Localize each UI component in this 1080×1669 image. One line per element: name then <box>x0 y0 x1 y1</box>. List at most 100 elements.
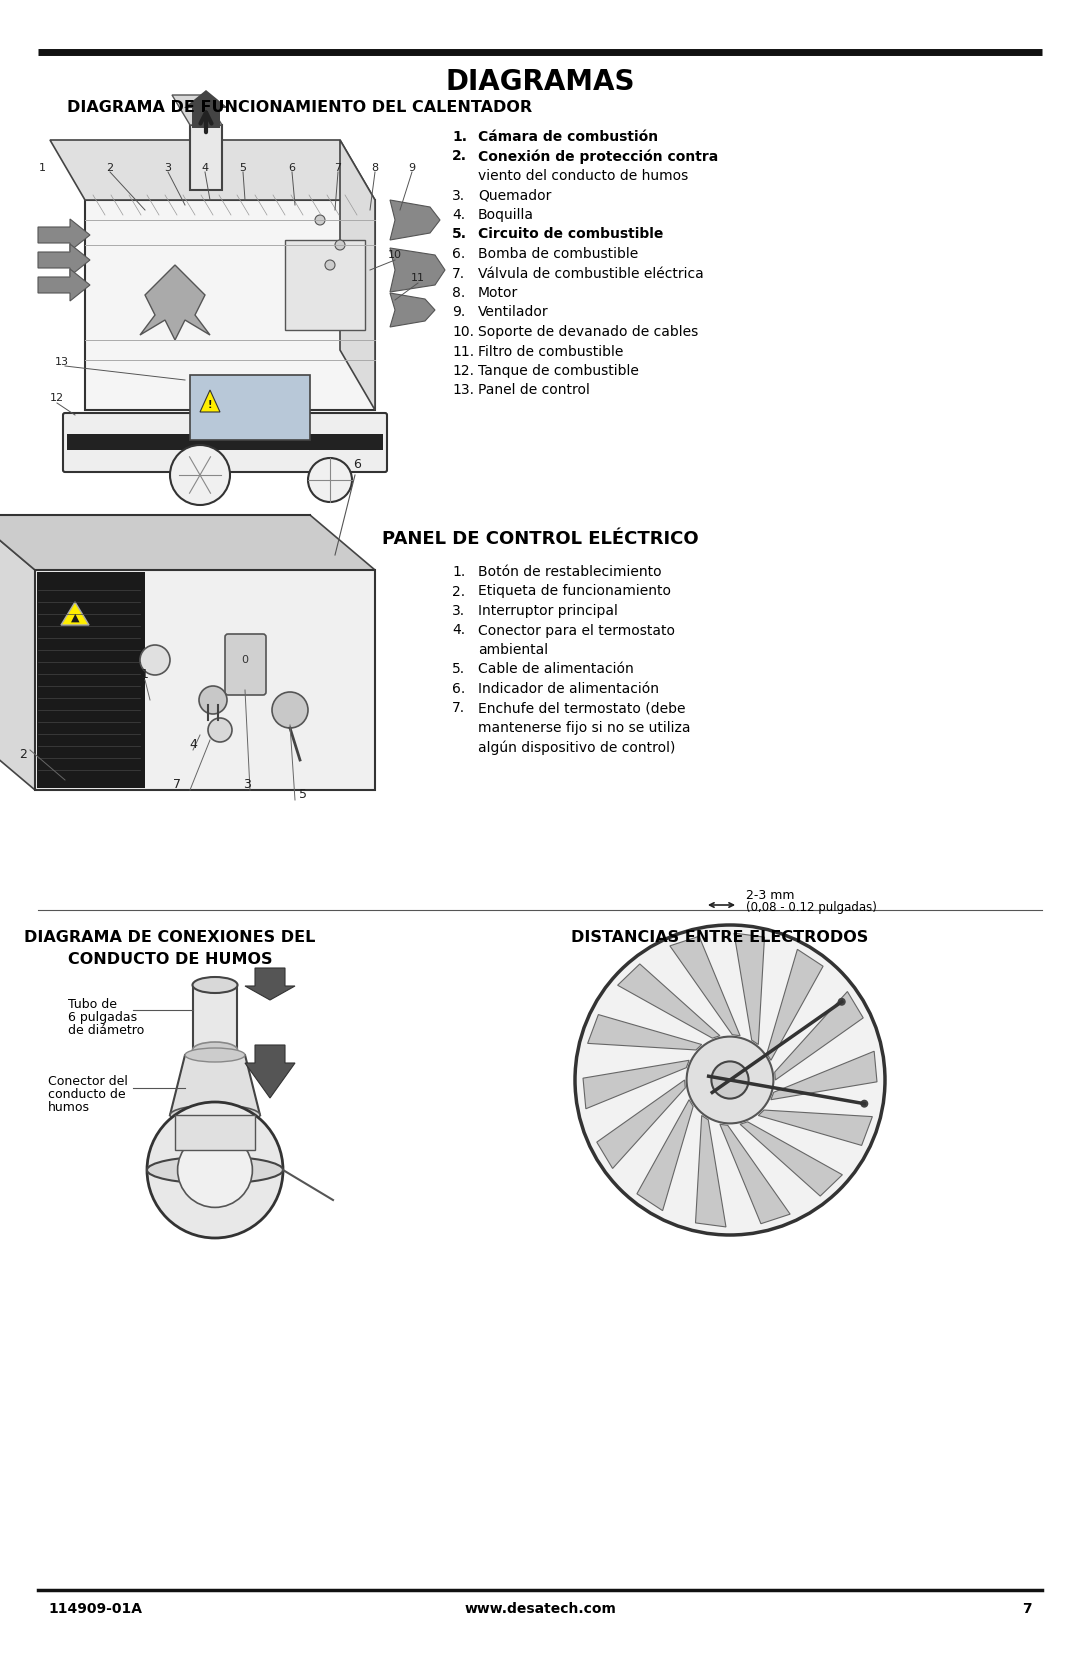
Text: DIAGRAMA DE FUNCIONAMIENTO DEL CALENTADOR: DIAGRAMA DE FUNCIONAMIENTO DEL CALENTADO… <box>67 100 532 115</box>
Polygon shape <box>390 249 445 292</box>
Text: Tanque de combustible: Tanque de combustible <box>478 364 639 377</box>
FancyBboxPatch shape <box>63 412 387 472</box>
Polygon shape <box>170 1055 260 1115</box>
Text: Tubo de: Tubo de <box>68 998 117 1011</box>
Text: viento del conducto de humos: viento del conducto de humos <box>478 169 688 184</box>
Circle shape <box>335 240 345 250</box>
Ellipse shape <box>170 1105 260 1125</box>
Text: 10.: 10. <box>453 325 474 339</box>
Text: de diámetro: de diámetro <box>68 1025 145 1036</box>
Circle shape <box>140 644 170 674</box>
Text: humos: humos <box>48 1102 90 1113</box>
Polygon shape <box>38 269 90 300</box>
Text: 7.: 7. <box>453 701 465 716</box>
FancyBboxPatch shape <box>67 434 383 451</box>
Circle shape <box>861 1100 868 1108</box>
Circle shape <box>315 215 325 225</box>
Polygon shape <box>245 968 295 1000</box>
FancyBboxPatch shape <box>175 1115 255 1150</box>
FancyBboxPatch shape <box>37 572 145 788</box>
Text: 1: 1 <box>141 669 149 681</box>
Text: Etiqueta de funcionamiento: Etiqueta de funcionamiento <box>478 584 671 599</box>
Text: Panel de control: Panel de control <box>478 384 590 397</box>
Text: ambiental: ambiental <box>478 643 549 658</box>
Polygon shape <box>340 140 375 411</box>
Text: 8: 8 <box>372 164 379 174</box>
Text: 6: 6 <box>288 164 296 174</box>
Ellipse shape <box>192 976 238 993</box>
Circle shape <box>272 693 308 728</box>
Text: Conector del: Conector del <box>48 1075 127 1088</box>
FancyBboxPatch shape <box>225 634 266 694</box>
Text: Ventilador: Ventilador <box>478 305 549 319</box>
Text: Indicador de alimentación: Indicador de alimentación <box>478 683 659 696</box>
Text: Conexión de protección contra: Conexión de protección contra <box>478 150 718 164</box>
Text: 9.: 9. <box>453 305 465 319</box>
Text: 7: 7 <box>173 778 181 791</box>
Polygon shape <box>200 391 220 412</box>
Text: mantenerse fijo si no se utiliza: mantenerse fijo si no se utiliza <box>478 721 690 734</box>
Polygon shape <box>696 1115 726 1227</box>
Ellipse shape <box>147 1157 283 1183</box>
Text: DIAGRAMAS: DIAGRAMAS <box>445 68 635 97</box>
Text: 8.: 8. <box>453 285 465 300</box>
Text: algún dispositivo de control): algún dispositivo de control) <box>478 741 675 754</box>
Polygon shape <box>720 1125 791 1223</box>
Polygon shape <box>618 965 720 1038</box>
Text: (0,08 - 0.12 pulgadas): (0,08 - 0.12 pulgadas) <box>746 901 877 915</box>
Polygon shape <box>588 1015 702 1050</box>
Ellipse shape <box>185 1048 245 1061</box>
Text: Soporte de devanado de cables: Soporte de devanado de cables <box>478 325 699 339</box>
Text: conducto de: conducto de <box>48 1088 125 1102</box>
Polygon shape <box>583 1060 689 1108</box>
Polygon shape <box>774 991 863 1080</box>
FancyBboxPatch shape <box>190 376 310 441</box>
Text: 13: 13 <box>55 357 69 367</box>
Text: Botón de restablecimiento: Botón de restablecimiento <box>478 566 662 579</box>
Text: 1: 1 <box>39 164 45 174</box>
Text: 3: 3 <box>243 778 251 791</box>
Polygon shape <box>740 1122 842 1197</box>
Text: PANEL DE CONTROL ELÉCTRICO: PANEL DE CONTROL ELÉCTRICO <box>381 531 699 547</box>
Circle shape <box>199 686 227 714</box>
Text: 9: 9 <box>408 164 416 174</box>
Circle shape <box>208 718 232 743</box>
Text: 114909-01A: 114909-01A <box>48 1602 141 1616</box>
Polygon shape <box>734 933 765 1045</box>
Polygon shape <box>670 936 740 1036</box>
Text: 12.: 12. <box>453 364 474 377</box>
Text: 2-3 mm: 2-3 mm <box>746 890 795 901</box>
Polygon shape <box>245 1045 295 1098</box>
Polygon shape <box>193 985 237 1050</box>
Text: Boquilla: Boquilla <box>478 209 534 222</box>
Text: 6.: 6. <box>453 683 465 696</box>
Text: 3.: 3. <box>453 189 465 202</box>
Text: 10: 10 <box>388 250 402 260</box>
Text: 1.: 1. <box>453 566 465 579</box>
Circle shape <box>575 925 885 1235</box>
Text: Cámara de combustión: Cámara de combustión <box>478 130 658 144</box>
Polygon shape <box>38 244 90 275</box>
Text: 4: 4 <box>189 738 197 751</box>
Text: 5: 5 <box>240 164 246 174</box>
Text: DISTANCIAS ENTRE ELECTRODOS: DISTANCIAS ENTRE ELECTRODOS <box>571 930 868 945</box>
Text: 7: 7 <box>1023 1602 1032 1616</box>
Polygon shape <box>60 603 89 624</box>
Polygon shape <box>190 125 222 190</box>
Text: www.desatech.com: www.desatech.com <box>464 1602 616 1616</box>
Polygon shape <box>758 1110 873 1145</box>
Polygon shape <box>637 1100 693 1210</box>
Text: Interruptor principal: Interruptor principal <box>478 604 618 618</box>
Polygon shape <box>38 219 90 250</box>
Text: !: ! <box>207 401 213 411</box>
Text: 5: 5 <box>299 788 307 801</box>
Text: CONDUCTO DE HUMOS: CONDUCTO DE HUMOS <box>68 951 272 966</box>
Circle shape <box>147 1102 283 1238</box>
Text: 1.: 1. <box>453 130 467 144</box>
Circle shape <box>712 1061 748 1098</box>
Circle shape <box>177 1133 253 1207</box>
Text: 12: 12 <box>50 392 64 402</box>
Text: 11: 11 <box>411 274 426 284</box>
Text: Circuito de combustible: Circuito de combustible <box>478 227 663 242</box>
Polygon shape <box>184 90 228 108</box>
